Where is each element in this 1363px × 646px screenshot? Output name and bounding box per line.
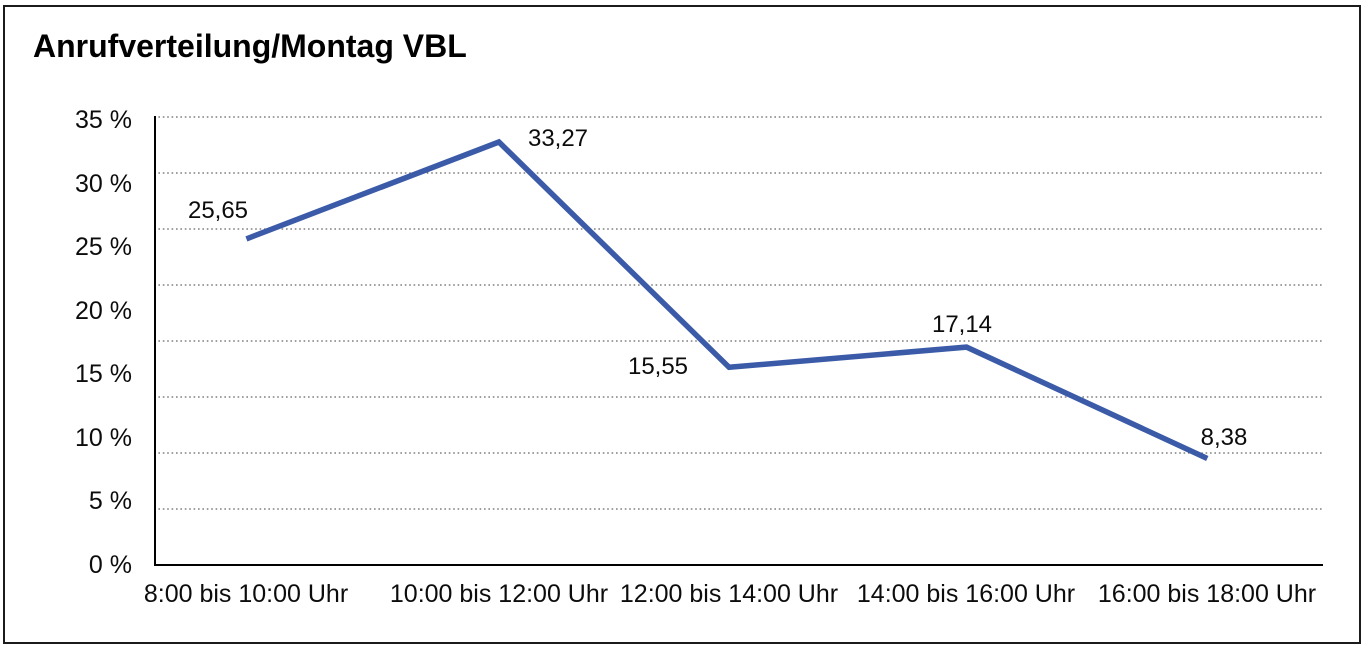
y-axis-tick-label: 20 %: [75, 297, 132, 325]
data-point-label: 8,38: [1200, 424, 1248, 451]
y-axis-tick-label: 35 %: [75, 106, 132, 134]
y-axis-tick-label: 10 %: [75, 424, 132, 452]
x-axis-tick-label: 8:00 bis 10:00 Uhr: [143, 580, 349, 608]
line-series: [245, 138, 1209, 461]
chart-title: Anrufverteilung/Montag VBL: [33, 28, 467, 64]
y-axis-tick-label: 30 %: [75, 170, 132, 198]
data-point-label: 15,55: [627, 353, 689, 380]
y-axis-tick-label: 25 %: [75, 233, 132, 261]
y-axis-tick-label: 5 %: [88, 487, 132, 515]
x-axis-tick-label: 12:00 bis 14:00 Uhr: [619, 580, 839, 608]
y-axis-tick-label: 0 %: [88, 551, 132, 579]
y-axis-tick-label: 15 %: [75, 360, 132, 388]
data-point-label: 25,65: [187, 197, 249, 224]
x-axis-tick-label: 16:00 bis 18:00 Uhr: [1097, 580, 1317, 608]
data-point-label: 33,27: [527, 125, 589, 152]
data-point-label: 17,14: [931, 311, 993, 338]
x-axis-tick-label: 10:00 bis 12:00 Uhr: [389, 580, 609, 608]
x-axis-tick-label: 14:00 bis 16:00 Uhr: [856, 580, 1076, 608]
